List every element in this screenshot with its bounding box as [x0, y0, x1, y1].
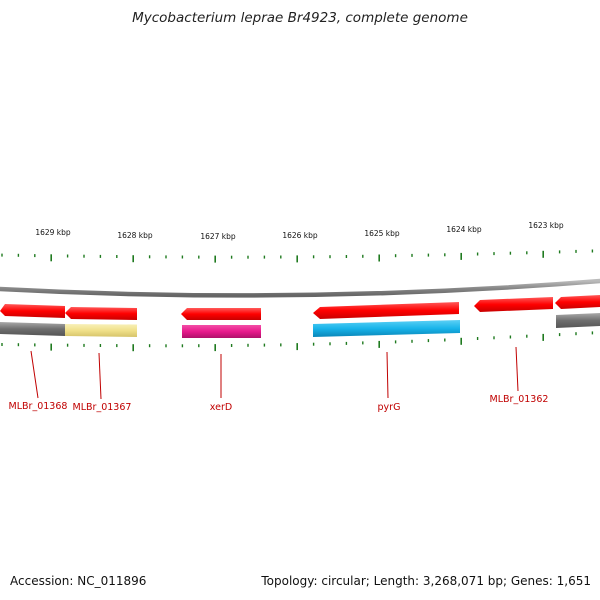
- gene-label-xerd: xerD: [210, 402, 232, 413]
- scale-labels: 1629 kbp 1628 kbp 1627 kbp 1626 kbp 1625…: [35, 221, 564, 241]
- kbp-label: 1627 kbp: [200, 232, 236, 241]
- cds-arrow: [0, 304, 65, 318]
- inner-tick-ring: [1, 331, 594, 352]
- gene-bar-pyrg: [313, 320, 460, 337]
- cds-arrow: [313, 302, 459, 319]
- genome-backbone: [0, 278, 600, 298]
- gene-leaders: [30, 346, 519, 400]
- cds-arrow: [181, 308, 261, 320]
- gene-label-pyrg: pyrG: [378, 402, 401, 413]
- gene-bar-mlbr-01368: [0, 322, 65, 336]
- leader-line: [386, 351, 389, 399]
- cds-arrow: [474, 297, 553, 312]
- gene-labels: MLBr_01368 MLBr_01367 xerD pyrG MLBr_013…: [9, 394, 549, 413]
- gene-bar-xerd: [182, 325, 261, 338]
- cds-arrow: [555, 295, 600, 309]
- outer-tick-ring: [1, 249, 594, 263]
- kbp-label: 1626 kbp: [282, 231, 318, 240]
- leader-line: [515, 346, 519, 392]
- kbp-label: 1624 kbp: [446, 225, 482, 234]
- accession-text: Accession: NC_011896: [10, 574, 147, 588]
- kbp-label: 1625 kbp: [364, 229, 400, 238]
- gene-label-mlbr-01368: MLBr_01368: [9, 401, 68, 412]
- gene-bar-mlbr-01367: [65, 324, 137, 337]
- leader-line: [98, 352, 102, 400]
- kbp-label: 1629 kbp: [35, 228, 71, 237]
- cds-strand-track: [0, 295, 600, 320]
- gene-label-mlbr-01362: MLBr_01362: [490, 394, 549, 405]
- cds-arrow: [65, 307, 137, 320]
- map-title: Mycobacterium leprae Br4923, complete ge…: [132, 10, 468, 26]
- gene-bar-grey-right: [556, 313, 600, 328]
- leader-line: [30, 350, 39, 399]
- genome-summary: Topology: circular; Length: 3,268,071 bp…: [261, 574, 591, 588]
- kbp-label: 1628 kbp: [117, 231, 153, 240]
- gene-label-mlbr-01367: MLBr_01367: [73, 402, 132, 413]
- gene-track: [0, 313, 600, 338]
- kbp-label: 1623 kbp: [528, 221, 564, 230]
